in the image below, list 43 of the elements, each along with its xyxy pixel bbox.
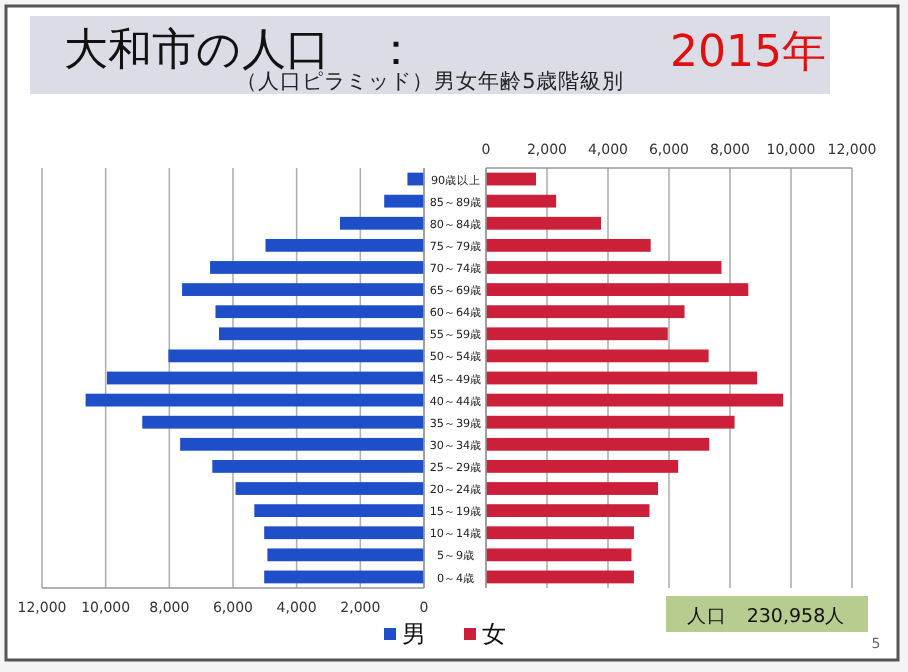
bar	[486, 283, 749, 296]
bar	[486, 371, 758, 385]
bar	[486, 238, 651, 252]
bar	[215, 305, 424, 319]
bar	[486, 261, 722, 274]
legend-label: 女	[482, 620, 506, 648]
bar	[265, 238, 424, 252]
legend-label: 男	[402, 620, 426, 648]
bar	[486, 327, 668, 341]
bar	[486, 305, 685, 319]
bar	[254, 504, 424, 518]
bar	[339, 216, 424, 230]
bar	[267, 548, 424, 562]
bar	[210, 261, 424, 274]
bar	[168, 349, 424, 363]
bar	[486, 349, 709, 363]
bar	[486, 172, 537, 186]
bar	[486, 482, 659, 495]
bar	[486, 216, 601, 230]
bar	[486, 437, 710, 451]
bar	[486, 393, 784, 407]
bar	[486, 504, 650, 518]
text: 人口 230,958人	[686, 606, 846, 628]
bar	[182, 283, 424, 296]
bar	[486, 526, 634, 540]
bar	[264, 526, 424, 540]
bar	[180, 437, 424, 451]
bar	[218, 327, 424, 341]
bar	[212, 460, 424, 473]
bar	[235, 482, 424, 495]
chart-subtitle: （人口ピラミッド）男女年齢5歳階級別	[236, 68, 624, 94]
bar	[486, 548, 632, 562]
bar	[486, 194, 557, 208]
text: 2015年	[670, 28, 826, 78]
bar	[85, 393, 424, 407]
bar	[486, 570, 634, 584]
bar	[264, 570, 424, 584]
bar	[407, 172, 424, 186]
bar	[142, 415, 424, 429]
bar	[106, 371, 424, 385]
bar	[384, 194, 424, 208]
bar	[486, 415, 735, 429]
bar	[486, 460, 679, 473]
